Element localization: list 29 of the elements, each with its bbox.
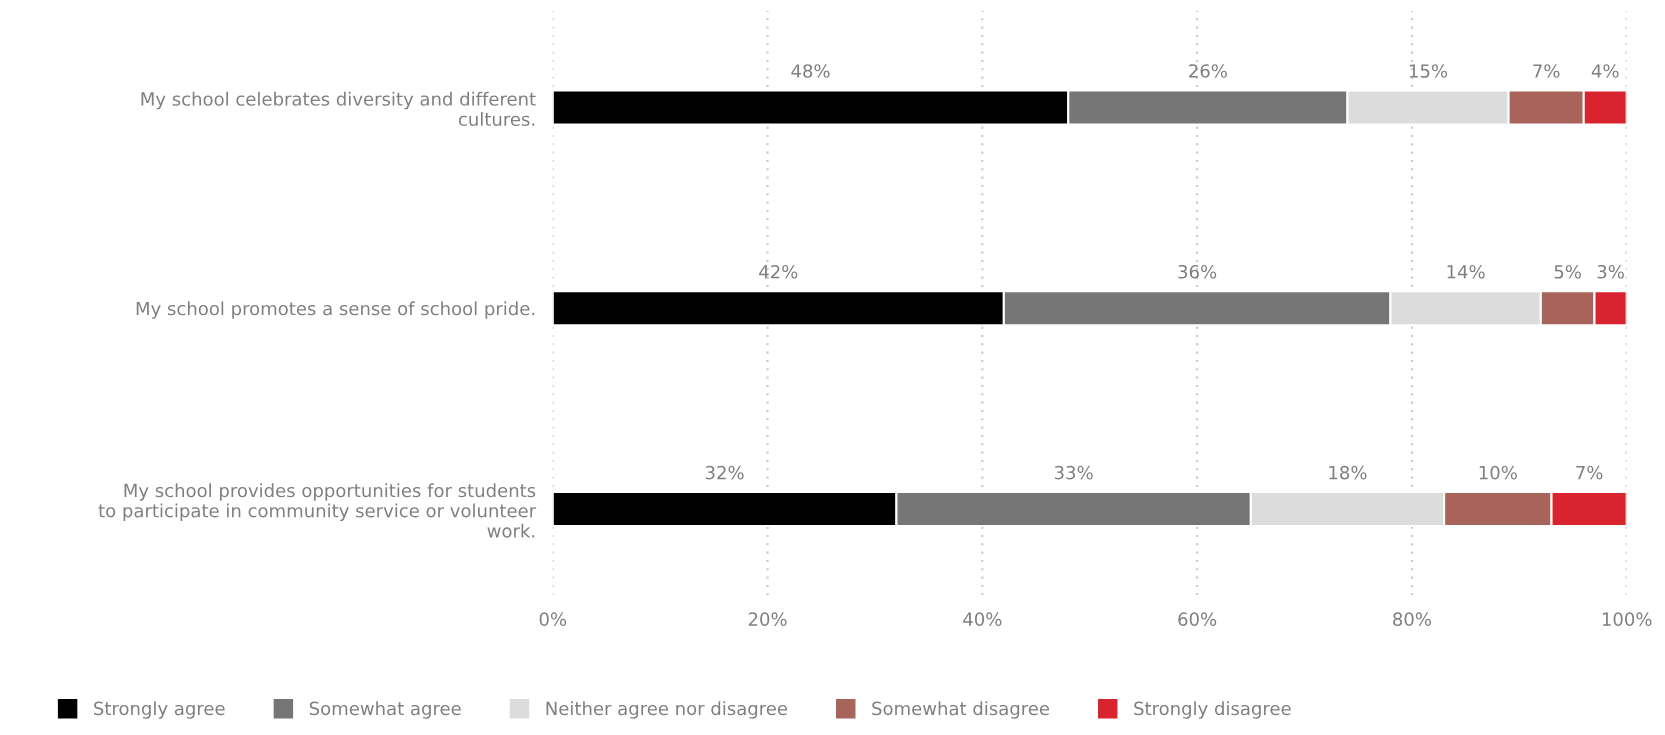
text: 5% — [1554, 264, 1581, 279]
text: 15% — [1409, 64, 1448, 78]
text: 14% — [1447, 264, 1485, 279]
text: 10% — [1479, 465, 1517, 480]
x-tick-label: 20% — [748, 612, 787, 626]
y-tick-label: My school celebrates diversity and different cultures. — [141, 91, 536, 127]
text: 3% — [1597, 264, 1624, 279]
y-tick-label: My school promotes a sense of school pride. — [136, 301, 535, 319]
text: 7% — [1576, 465, 1603, 480]
text: 26% — [1189, 64, 1227, 78]
x-tick-label: 40% — [963, 612, 1002, 626]
text: 42% — [759, 264, 798, 279]
y-tick-label: My school provides opportunities for students to participate in community service or volunteer work. — [98, 483, 537, 538]
text: 18% — [1329, 465, 1367, 480]
text: 4% — [1591, 64, 1619, 78]
x-tick-label: 0% — [539, 612, 567, 626]
text: 36% — [1178, 264, 1217, 279]
text: 7% — [1533, 64, 1560, 78]
x-tick-label: 60% — [1178, 612, 1217, 626]
x-tick-label: 80% — [1393, 612, 1431, 626]
text: 33% — [1054, 465, 1093, 480]
text: 48% — [791, 64, 830, 78]
x-tick-label: 100% — [1602, 612, 1652, 626]
legend-label: Somewhat agree — [309, 701, 461, 719]
legend-label: Neither agree nor disagree — [546, 701, 788, 719]
text: 32% — [705, 465, 744, 480]
legend-label: Strongly agree — [94, 701, 225, 719]
legend-label: Somewhat disagree — [872, 701, 1050, 719]
legend-label: Strongly disagree — [1134, 701, 1291, 719]
